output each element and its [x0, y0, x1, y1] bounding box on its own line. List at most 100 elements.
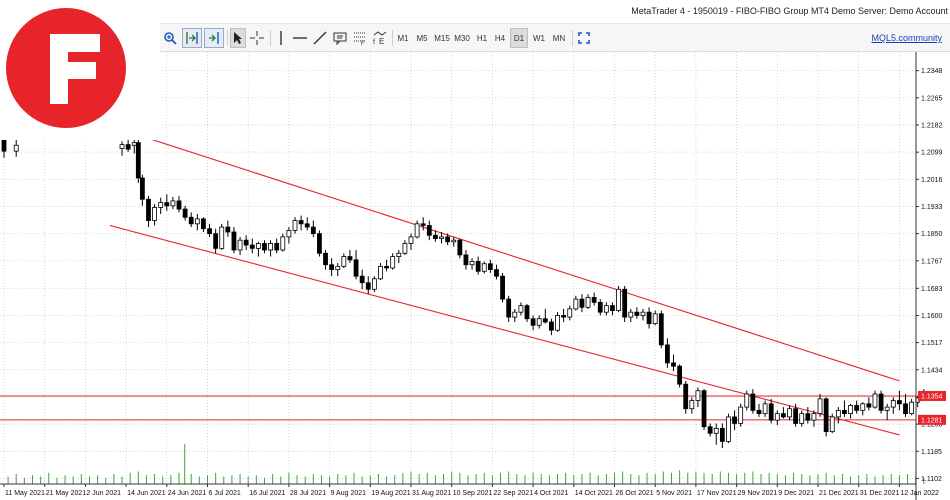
candle-body [768, 403, 774, 421]
candle-body [262, 243, 267, 251]
timeframe-mn[interactable]: MN [549, 28, 569, 48]
candle-body [304, 223, 310, 228]
candle [799, 410, 805, 427]
candle-body [426, 225, 432, 236]
candle-body [131, 142, 137, 146]
candle [139, 174, 145, 206]
fullscreen-icon[interactable] [576, 28, 592, 48]
trendline-icon[interactable] [311, 28, 329, 48]
zoom-in-icon[interactable] [160, 28, 180, 48]
candle [542, 308, 548, 324]
candle [860, 402, 866, 416]
candle [13, 139, 19, 157]
candle-body [793, 408, 799, 424]
timeframe-m5[interactable]: M5 [413, 28, 431, 48]
horizontal-line-icon[interactable] [291, 28, 309, 48]
candle-body [719, 427, 725, 442]
candle [219, 223, 225, 250]
candle-body [481, 263, 487, 272]
timeframe-h4[interactable]: H4 [491, 28, 509, 48]
candle [555, 312, 560, 332]
candle [518, 302, 524, 316]
candle [530, 315, 536, 331]
candle-body [194, 218, 200, 225]
candle [237, 236, 243, 255]
candle-body [457, 239, 463, 256]
chart-shift-icon[interactable] [204, 28, 224, 48]
candle [341, 253, 347, 268]
candle [610, 302, 615, 316]
time-tick-label: 21 Dec 2021 [819, 490, 859, 497]
candle [280, 233, 286, 252]
candle [634, 307, 640, 319]
candle [823, 397, 829, 437]
toolbar-separator [572, 30, 573, 46]
candle [255, 241, 261, 257]
candle [158, 197, 164, 214]
level-lines [0, 395, 916, 421]
time-tick-label: 5 Nov 2021 [656, 490, 692, 497]
candle [640, 308, 646, 321]
candle [744, 390, 750, 411]
candle-body [774, 413, 780, 421]
fibonacci-icon[interactable]: F [351, 28, 369, 48]
price-tick-label: 1.2016 [921, 177, 943, 184]
fibo-group-logo [0, 0, 160, 140]
candle [420, 217, 426, 231]
candle [457, 238, 463, 259]
volume-bars [7, 444, 925, 484]
candle [591, 292, 597, 306]
time-tick-label: 21 May 2021 [46, 490, 87, 497]
timeframe-m30[interactable]: M30 [452, 28, 472, 48]
candle [738, 403, 744, 427]
candle [213, 228, 219, 254]
candle [658, 310, 664, 349]
candle [310, 220, 316, 237]
timeframe-d1[interactable]: D1 [510, 28, 528, 48]
candle-body [13, 144, 19, 152]
candle-body [573, 298, 579, 310]
timeframe-label: D1 [513, 33, 525, 43]
candle-body [848, 405, 853, 415]
candles [1, 127, 927, 448]
channel-line-upper [134, 133, 900, 382]
candle [188, 212, 194, 228]
timeframe-h1[interactable]: H1 [473, 28, 491, 48]
timeframe-m15[interactable]: M15 [432, 28, 452, 48]
candle-body [884, 406, 890, 411]
candle-body [555, 315, 560, 331]
price-chart[interactable]: 1.2348 1.2265 1.2182 1.2099 1.2016 1.1933 1.18… [0, 52, 950, 500]
crosshair-icon[interactable] [249, 28, 265, 48]
price-tick-label: 1.1933 [921, 204, 943, 211]
candle [787, 405, 792, 421]
candle [665, 338, 670, 368]
chart-window[interactable]: 1.2348 1.2265 1.2182 1.2099 1.2016 1.1933 1.18… [0, 52, 950, 500]
candle-body [408, 236, 414, 244]
candle [890, 397, 896, 414]
timeframe-label: M30 [454, 33, 470, 43]
autoscroll-icon[interactable] [182, 28, 202, 48]
candle [585, 294, 591, 309]
candle-body [135, 142, 141, 179]
time-tick-label: 16 Jul 2021 [249, 490, 285, 497]
price-axis: 1.2348 1.2265 1.2182 1.2099 1.2016 1.1933 1.18… [915, 52, 943, 500]
timeframe-label: H4 [494, 33, 506, 43]
candle [225, 220, 231, 237]
candle-body [878, 393, 884, 411]
timeframe-w1[interactable]: W1 [530, 28, 548, 48]
candle-body [787, 408, 792, 418]
candle [439, 232, 444, 244]
candle-body [805, 413, 811, 421]
candle-body [689, 400, 695, 410]
candle-body [524, 305, 530, 320]
candle-body [1, 138, 7, 152]
vertical-line-icon[interactable] [274, 28, 288, 48]
timeframe-m1[interactable]: M1 [394, 28, 412, 48]
candle [903, 394, 908, 417]
cursor-icon[interactable] [230, 28, 246, 48]
text-label-icon[interactable] [331, 28, 349, 48]
price-tick-label: 1.1683 [921, 286, 943, 293]
candle [262, 240, 267, 254]
mql5-community-link[interactable]: MQL5.community [871, 33, 942, 43]
